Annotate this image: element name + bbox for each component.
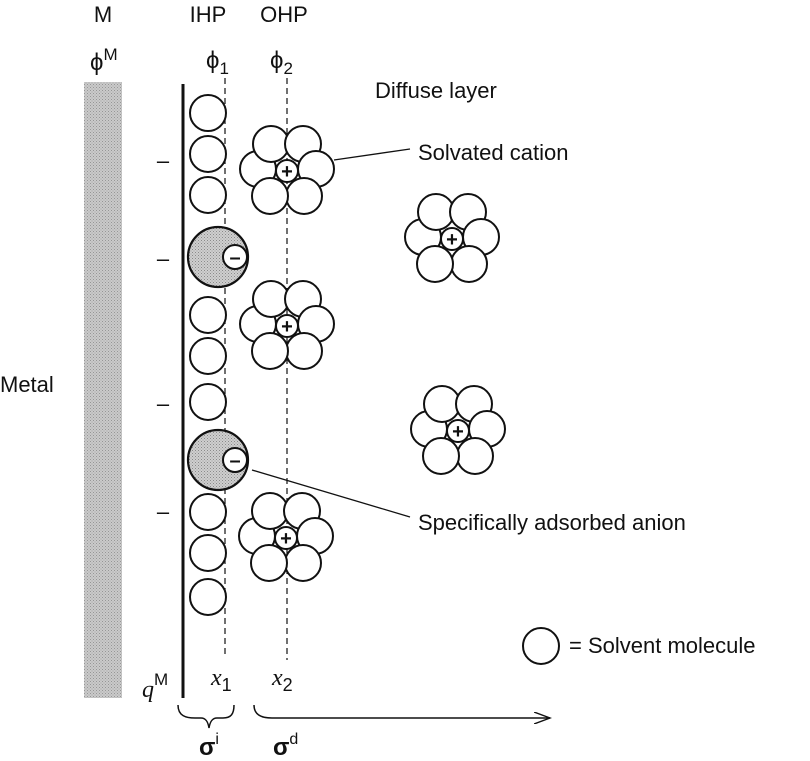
cation-sign: + <box>446 229 458 251</box>
inner-solvent-column <box>189 94 227 616</box>
anion-label: Specifically adsorbed anion <box>418 510 686 535</box>
solvent-molecule <box>251 492 289 530</box>
cation-core <box>275 314 299 338</box>
legend-solvent-molecule <box>522 627 560 665</box>
solvent-molecule <box>189 337 227 375</box>
diffuse-layer-label: Diffuse layer <box>375 78 497 103</box>
solvent-molecule <box>423 385 461 423</box>
anion-leader-line <box>251 469 411 518</box>
ihp-potential-label: ϕ1 <box>206 47 229 78</box>
solvent-molecule <box>417 193 455 231</box>
legend-label: = Solvent molecule <box>569 633 756 658</box>
solvent-molecule <box>284 544 322 582</box>
ihp-top-label: IHP <box>190 2 227 27</box>
cation-sign: + <box>281 161 293 183</box>
legend: = Solvent molecule <box>522 627 756 665</box>
metal-charge-mark: – <box>157 499 170 524</box>
ohp-top-label: OHP <box>260 2 308 27</box>
solvent-molecule <box>189 296 227 334</box>
metal-charge-mark: – <box>157 246 170 271</box>
solvent-molecule <box>189 578 227 616</box>
solvated-cation-label: Solvated cation <box>418 140 568 165</box>
solvent-molecule <box>416 245 454 283</box>
diffuse-layer-bracket <box>253 704 550 718</box>
solvent-molecule <box>450 245 488 283</box>
metal-label: Metal <box>0 372 54 397</box>
solvent-molecule <box>189 94 227 132</box>
inner-charge-label: σi <box>199 731 219 761</box>
solvent-molecule <box>285 177 323 215</box>
anion-sign: – <box>229 450 240 472</box>
solvent-molecule <box>189 534 227 572</box>
solvent-molecule <box>189 493 227 531</box>
surface-charge-label: qM <box>142 670 168 703</box>
solvent-molecule <box>285 332 323 370</box>
metal-charge-mark: – <box>157 148 170 173</box>
cation-sign: + <box>281 316 293 338</box>
metal-top-label: M <box>94 2 112 27</box>
metal-potential-label: ϕM <box>90 45 118 76</box>
metal-slab <box>84 82 122 698</box>
solvent-molecule <box>251 177 289 215</box>
solvated-cation: + <box>239 125 335 215</box>
solvated-cation: + <box>239 280 335 370</box>
ihp-position-label: x1 <box>210 665 232 695</box>
metal-charge-mark: – <box>157 391 170 416</box>
diffuse-charge-label: σd <box>273 731 298 761</box>
solvent-molecule <box>189 383 227 421</box>
cation-leader-line <box>333 148 411 161</box>
adsorbed-anion: – <box>186 428 250 492</box>
adsorbed-anion: – <box>186 225 250 289</box>
inner-layer-brace <box>177 704 235 729</box>
ohp-position-label: x2 <box>271 665 293 695</box>
ohp-potential-label: ϕ2 <box>270 47 293 78</box>
solvent-molecule <box>456 437 494 475</box>
anion-sign: – <box>229 247 240 269</box>
solvated-cation: + <box>410 385 506 475</box>
cation-core <box>440 227 464 251</box>
solvated-cations: + + + + + <box>238 125 506 582</box>
cation-core <box>446 419 470 443</box>
solvent-molecule <box>422 437 460 475</box>
cation-sign: + <box>280 528 292 550</box>
solvent-molecule <box>251 332 289 370</box>
solvent-molecule <box>250 544 288 582</box>
solvent-molecule <box>252 280 290 318</box>
cation-core <box>275 159 299 183</box>
solvated-cation: + <box>238 492 334 582</box>
cation-sign: + <box>452 421 464 443</box>
solvated-cation: + <box>404 193 500 283</box>
cation-core <box>274 526 298 550</box>
solvent-molecule <box>189 176 227 214</box>
metal-slab-tint <box>84 82 122 698</box>
solvent-molecule <box>189 135 227 173</box>
solvent-molecule <box>252 125 290 163</box>
